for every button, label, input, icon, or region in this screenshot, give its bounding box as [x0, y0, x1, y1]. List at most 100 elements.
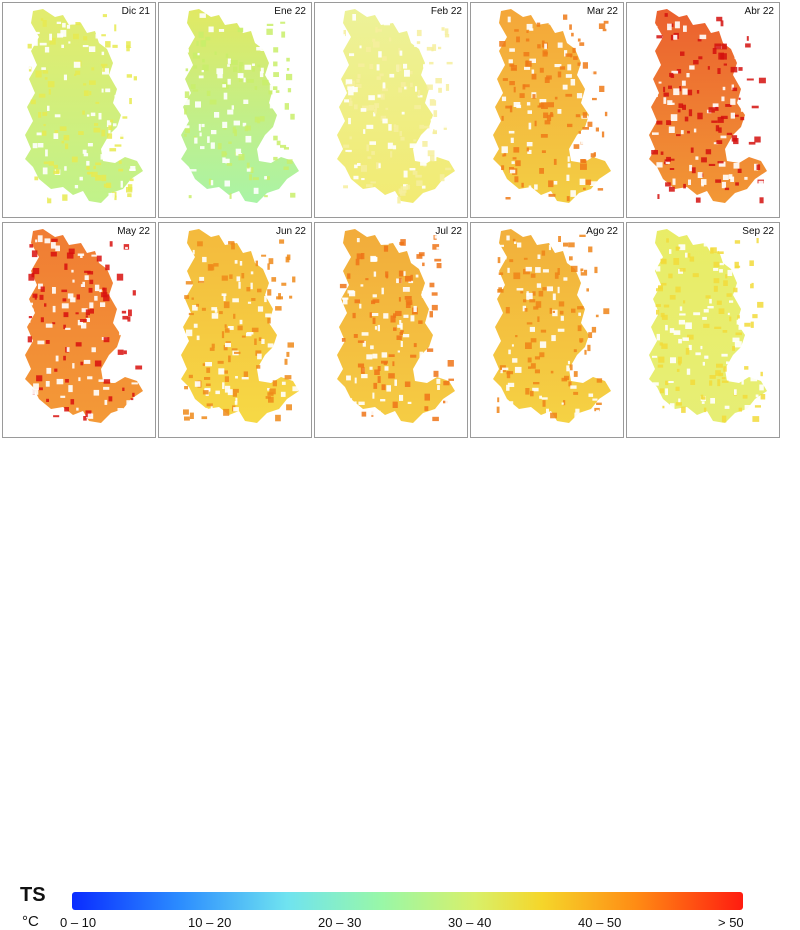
no-data-gap: [717, 241, 725, 244]
temperature-pixel: [128, 309, 132, 317]
no-data-gap: [289, 329, 292, 334]
no-data-gap: [710, 398, 715, 404]
temperature-pixel: [592, 97, 597, 101]
no-data-gap: [101, 88, 104, 93]
temperature-pixel: [714, 326, 722, 329]
no-data-gap: [234, 401, 238, 405]
temperature-pixel: [515, 160, 521, 167]
no-data-gap: [37, 143, 44, 148]
temperature-pixel: [730, 66, 738, 73]
no-data-gap: [361, 332, 369, 336]
temperature-pixel: [516, 36, 520, 43]
temperature-pixel: [651, 150, 658, 155]
temperature-pixel: [249, 174, 252, 181]
no-data-gap: [227, 389, 233, 396]
no-data-gap: [750, 40, 758, 43]
no-data-gap: [380, 399, 386, 402]
temperature-pixel: [725, 274, 728, 279]
temperature-pixel: [422, 141, 428, 147]
no-data-gap: [570, 79, 576, 86]
no-data-gap: [415, 274, 419, 278]
temperature-pixel: [735, 265, 741, 268]
temperature-pixel: [284, 103, 289, 110]
temperature-pixel: [584, 349, 587, 355]
no-data-gap: [83, 153, 89, 157]
no-data-gap: [669, 328, 675, 333]
temperature-pixel: [82, 110, 85, 115]
no-data-gap: [204, 387, 211, 391]
no-data-gap: [528, 185, 532, 188]
no-data-gap: [135, 337, 139, 344]
no-data-gap: [46, 367, 52, 374]
no-data-gap: [707, 306, 714, 309]
no-data-gap: [572, 25, 575, 31]
no-data-gap: [539, 395, 542, 399]
temperature-pixel: [84, 270, 91, 273]
temperature-pixel: [546, 114, 552, 121]
temperature-pixel: [513, 147, 520, 153]
no-data-gap: [65, 327, 71, 330]
no-data-gap: [653, 90, 658, 97]
temperature-pixel: [393, 327, 397, 331]
no-data-gap: [30, 302, 33, 306]
no-data-gap: [678, 338, 682, 344]
no-data-gap: [570, 190, 576, 197]
no-data-gap: [539, 341, 547, 348]
temperature-pixel: [423, 125, 430, 129]
no-data-gap: [53, 133, 59, 139]
temperature-pixel: [101, 129, 106, 137]
no-data-gap: [537, 254, 541, 259]
no-data-gap: [117, 408, 124, 414]
legend-tick: 0 – 10: [60, 915, 97, 930]
no-data-gap: [93, 389, 100, 396]
no-data-gap: [259, 71, 264, 78]
no-data-gap: [38, 283, 43, 290]
temperature-pixel: [525, 38, 530, 42]
temperature-pixel: [432, 416, 439, 422]
no-data-gap: [740, 108, 746, 112]
no-data-gap: [105, 88, 111, 93]
no-data-gap: [66, 347, 70, 352]
panel-date-label: Jun 22: [275, 226, 306, 237]
temperature-pixel: [582, 127, 589, 130]
temperature-pixel: [354, 104, 358, 110]
temperature-pixel: [530, 390, 534, 397]
no-data-gap: [28, 302, 31, 308]
temperature-pixel: [371, 300, 376, 305]
temperature-pixel: [569, 364, 573, 371]
no-data-gap: [218, 368, 225, 375]
no-data-gap: [285, 320, 292, 328]
temperature-pixel: [537, 44, 541, 49]
temperature-pixel: [34, 294, 37, 300]
temperature-pixel: [738, 407, 742, 412]
no-data-gap: [71, 269, 74, 273]
no-data-gap: [407, 401, 412, 404]
temperature-pixel: [102, 14, 107, 18]
temperature-pixel: [246, 125, 251, 131]
map-panel: Mar 22: [470, 2, 624, 218]
temperature-pixel: [383, 245, 389, 252]
no-data-gap: [72, 415, 79, 422]
temperature-pixel: [400, 191, 406, 196]
temperature-pixel: [582, 62, 588, 69]
no-data-gap: [345, 79, 353, 85]
temperature-pixel: [696, 90, 700, 94]
no-data-gap: [74, 185, 79, 189]
no-data-gap: [688, 344, 692, 351]
temperature-pixel: [550, 412, 557, 419]
temperature-pixel: [497, 289, 504, 293]
no-data-gap: [281, 381, 286, 385]
temperature-pixel: [566, 196, 570, 202]
no-data-gap: [526, 142, 533, 147]
no-data-gap: [347, 398, 353, 405]
temperature-pixel: [355, 258, 360, 266]
no-data-gap: [90, 239, 98, 247]
no-data-gap: [235, 376, 238, 379]
temperature-pixel: [663, 304, 670, 308]
no-data-gap: [32, 389, 39, 395]
temperature-pixel: [273, 61, 278, 67]
no-data-gap: [665, 324, 668, 331]
no-data-gap: [267, 193, 274, 197]
temperature-pixel: [284, 375, 292, 380]
no-data-gap: [709, 298, 712, 304]
